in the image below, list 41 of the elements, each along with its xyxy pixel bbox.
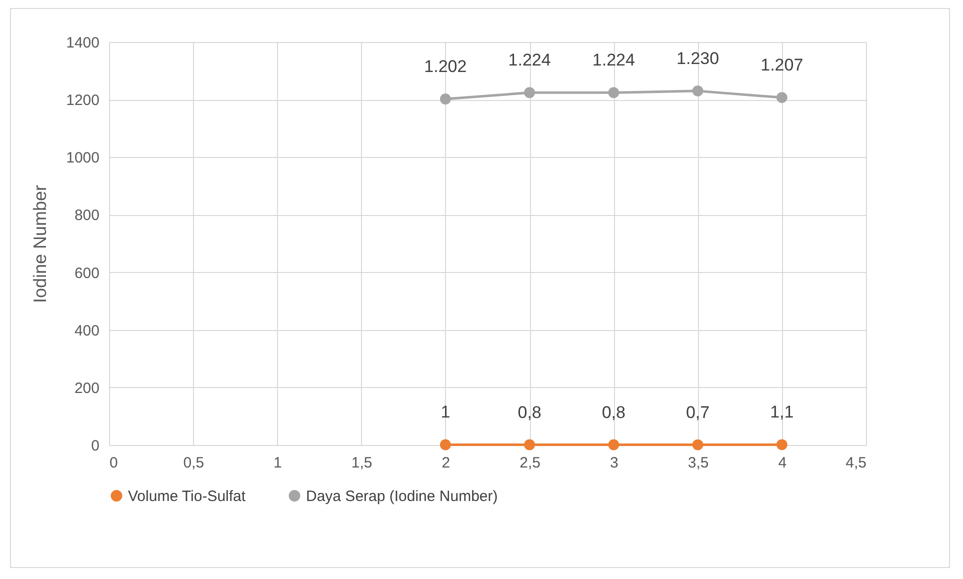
y-tick-label: 1200 — [66, 92, 100, 110]
point — [524, 439, 536, 450]
point — [440, 94, 451, 104]
x-tick-label: 1 — [274, 454, 282, 472]
y-tick-label: 1000 — [66, 150, 100, 167]
data-label: 1,1 — [770, 402, 794, 422]
y-axis-title: Iodine Number — [30, 184, 50, 304]
data-label: 1.224 — [508, 50, 551, 70]
legend-label: Daya Serap (Iodine Number) — [306, 488, 498, 505]
x-tick-label: 3,5 — [688, 454, 709, 472]
y-tick-label: 800 — [74, 207, 100, 224]
y-tick-label: 600 — [74, 264, 100, 282]
data-label: 1.207 — [760, 56, 804, 75]
data-label: 1.224 — [592, 50, 635, 70]
data-label: 0,8 — [518, 402, 542, 422]
legend-label: Volume Tio-Sulfat — [128, 488, 246, 505]
x-tick-label: 3 — [610, 454, 618, 472]
y-tick-label: 400 — [74, 322, 100, 340]
x-tick-label: 2 — [442, 454, 450, 472]
x-tick-label: 2,5 — [520, 454, 540, 472]
point — [776, 439, 788, 450]
x-tick-label: 1,5 — [351, 454, 372, 472]
y-tick-label: 1400 — [66, 34, 100, 52]
data-label: 1.230 — [676, 48, 720, 68]
point — [608, 87, 620, 98]
point — [608, 439, 620, 450]
data-label: 0,7 — [686, 402, 710, 422]
y-tick-label: 0 — [91, 438, 100, 454]
x-tick-label: 4,5 — [846, 454, 866, 472]
x-tick-label: 0,5 — [183, 454, 204, 472]
y-tick-label: 200 — [74, 380, 100, 397]
data-label: 1.202 — [424, 56, 467, 76]
data-label: 1 — [440, 402, 450, 422]
point — [692, 439, 704, 450]
x-tick-label: 0 — [110, 454, 118, 472]
point — [776, 92, 788, 104]
point — [692, 85, 704, 96]
point — [440, 439, 451, 450]
x-tick-label: 4 — [778, 454, 787, 472]
point — [524, 87, 536, 98]
data-label: 0,8 — [602, 402, 626, 422]
